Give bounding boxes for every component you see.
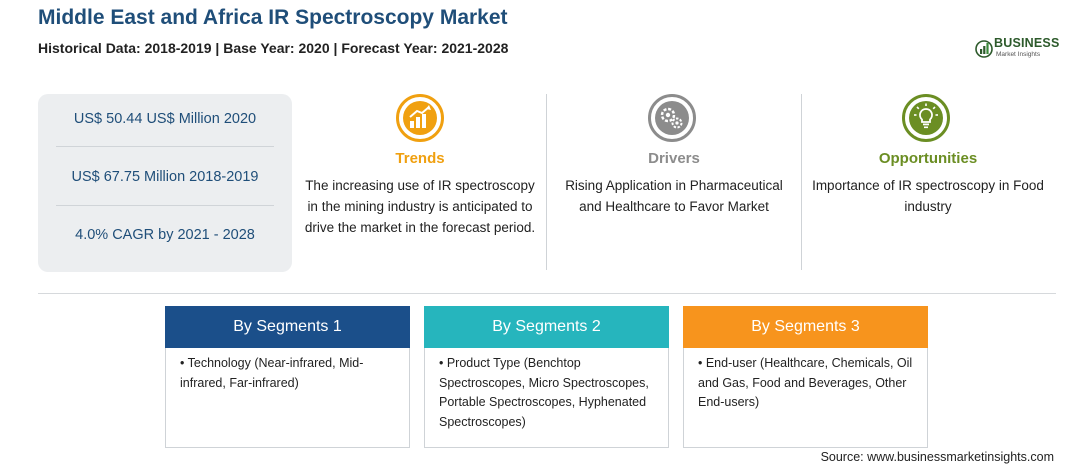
segment-3-list-item: • End-user (Healthcare, Chemicals, Oil a… bbox=[698, 356, 913, 409]
section-divider bbox=[38, 293, 1056, 294]
trends-column: Trends The increasing use of IR spectros… bbox=[300, 94, 540, 272]
lightbulb-icon bbox=[902, 94, 950, 142]
trends-description: The increasing use of IR spectroscopy in… bbox=[304, 178, 536, 235]
stat-divider bbox=[56, 146, 274, 147]
segment-card-1: By Segments 1 • Technology (Near-infrare… bbox=[165, 306, 410, 448]
drivers-description: Rising Application in Pharmaceutical and… bbox=[565, 178, 783, 214]
logo-mark-icon bbox=[975, 40, 993, 58]
segment-card-2: By Segments 2 • Product Type (Benchtop S… bbox=[424, 306, 669, 448]
segment-card-3: By Segments 3 • End-user (Healthcare, Ch… bbox=[683, 306, 928, 448]
segment-3-title: By Segments 3 bbox=[683, 306, 928, 348]
drivers-column: Drivers Rising Application in Pharmaceut… bbox=[556, 94, 792, 272]
segment-1-list-item: • Technology (Near-infrared, Mid-infrare… bbox=[180, 356, 364, 390]
trend-chart-icon bbox=[396, 94, 444, 142]
logo-name: BUSINESS bbox=[994, 36, 1060, 50]
column-divider bbox=[801, 94, 802, 270]
company-logo: BUSINESS Market Insights bbox=[975, 36, 1065, 62]
stat-divider bbox=[56, 205, 274, 206]
gears-icon bbox=[648, 94, 696, 142]
source-citation: Source: www.businessmarketinsights.com bbox=[820, 450, 1054, 464]
market-stats-panel: US$ 50.44 US$ Million 2020 US$ 67.75 Mil… bbox=[38, 94, 292, 272]
trends-heading: Trends bbox=[395, 150, 445, 167]
segment-1-title: By Segments 1 bbox=[165, 306, 410, 348]
stat-cagr: 4.0% CAGR by 2021 - 2028 bbox=[75, 227, 255, 243]
page-subtitle: Historical Data: 2018-2019 | Base Year: … bbox=[38, 40, 509, 56]
opportunities-heading: Opportunities bbox=[878, 150, 978, 167]
page-title: Middle East and Africa IR Spectroscopy M… bbox=[38, 6, 508, 29]
column-divider bbox=[546, 94, 547, 270]
stat-market-value-2020: US$ 50.44 US$ Million 2020 bbox=[73, 111, 257, 127]
logo-tagline: Market Insights bbox=[996, 51, 1041, 58]
segment-2-list-item: • Product Type (Benchtop Spectroscopes, … bbox=[439, 356, 649, 429]
opportunities-column: Opportunities Importance of IR spectrosc… bbox=[812, 94, 1044, 272]
segment-2-title: By Segments 2 bbox=[424, 306, 669, 348]
opportunities-description: Importance of IR spectroscopy in Food in… bbox=[812, 178, 1044, 214]
stat-market-value-historical: US$ 67.75 Million 2018-2019 bbox=[71, 169, 259, 185]
drivers-heading: Drivers bbox=[648, 150, 700, 167]
